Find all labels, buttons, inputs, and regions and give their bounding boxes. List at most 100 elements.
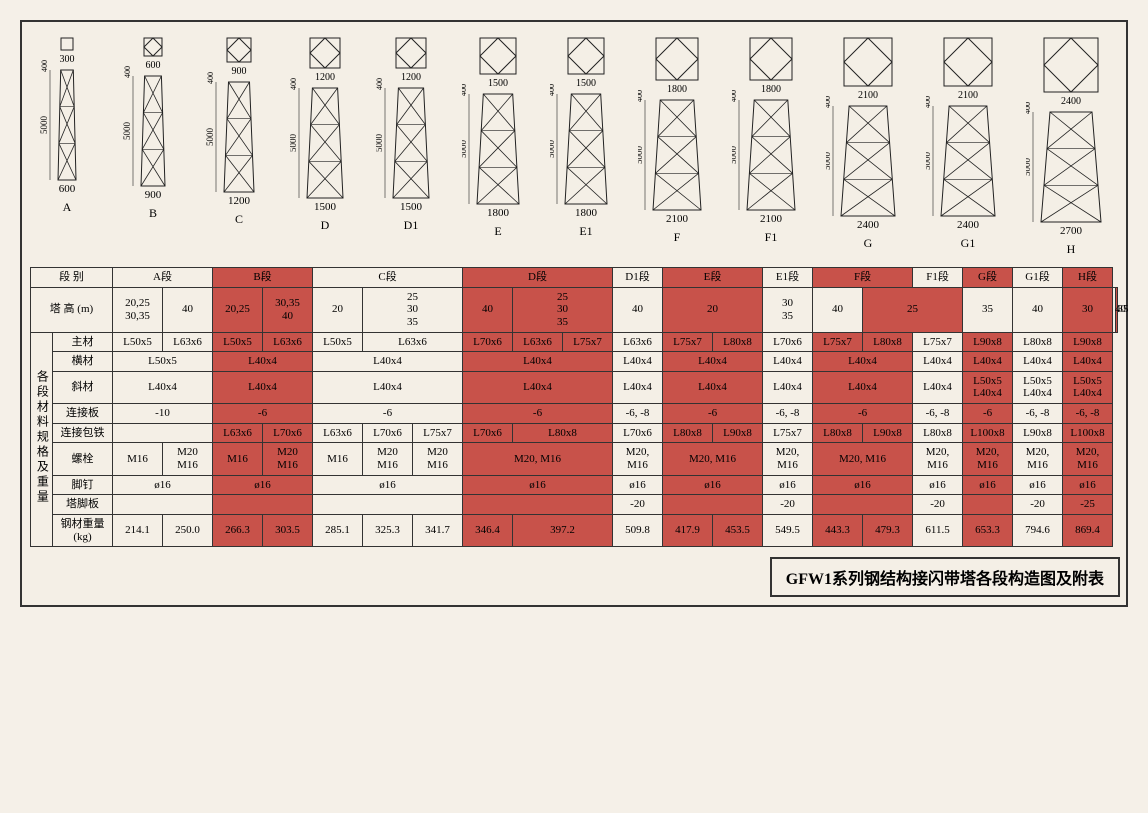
cell-斜材-E: L40x4 <box>663 371 763 403</box>
tower-figure-H: 2400 50004002700H <box>1026 34 1116 257</box>
cell-塔脚板-F <box>813 495 913 515</box>
tower-figures-row: 300 5000400600A600 5000400900B900 500040… <box>30 30 1118 261</box>
cell-连接包铁-E-1: L90x8 <box>713 423 763 443</box>
svg-text:1200: 1200 <box>315 72 335 83</box>
cell-连接板-F: -6 <box>813 404 913 424</box>
height-F1-1: 40 <box>1013 287 1063 332</box>
svg-text:5000: 5000 <box>732 146 738 165</box>
cell-主材-D1: L63x6 <box>613 332 663 352</box>
cell-连接包铁-D1: L70x6 <box>613 423 663 443</box>
row-label-6: 脚钉 <box>53 475 113 495</box>
row-label-2: 斜材 <box>53 371 113 403</box>
cell-钢材重量(kg)-A-1: 250.0 <box>163 514 213 546</box>
svg-text:900: 900 <box>232 66 247 77</box>
cell-脚钉-G1: ø16 <box>1013 475 1063 495</box>
cell-螺栓-C-1: M20 M16 <box>363 443 413 475</box>
cell-螺栓-G: M20, M16 <box>963 443 1013 475</box>
svg-text:2400: 2400 <box>857 219 880 231</box>
cell-斜材-H: L50x5 L40x4 <box>1063 371 1113 403</box>
cell-连接板-F1: -6, -8 <box>913 404 963 424</box>
svg-text:600: 600 <box>59 183 76 195</box>
svg-text:1200: 1200 <box>228 195 251 207</box>
svg-text:1800: 1800 <box>667 84 687 95</box>
cell-钢材重量(kg)-G: 653.3 <box>963 514 1013 546</box>
header-section-D1: D1段 <box>613 268 663 288</box>
cell-脚钉-D1: ø16 <box>613 475 663 495</box>
svg-text:400: 400 <box>1026 102 1032 114</box>
cell-螺栓-A-1: M20 M16 <box>163 443 213 475</box>
cell-连接包铁-C-0: L63x6 <box>313 423 363 443</box>
cell-连接包铁-E-0: L80x8 <box>663 423 713 443</box>
cell-钢材重量(kg)-F1: 611.5 <box>913 514 963 546</box>
row-label-3: 连接板 <box>53 404 113 424</box>
cell-横材-G1: L40x4 <box>1013 352 1063 372</box>
svg-text:400: 400 <box>926 96 932 108</box>
header-section-G: G段 <box>963 268 1013 288</box>
cell-连接包铁-F1: L80x8 <box>913 423 963 443</box>
cell-钢材重量(kg)-H: 869.4 <box>1063 514 1113 546</box>
material-group-label: 各段材料规格及重量 <box>31 332 53 547</box>
cell-塔脚板-C <box>313 495 463 515</box>
cell-连接包铁-C-1: L70x6 <box>363 423 413 443</box>
cell-塔脚板-G <box>963 495 1013 515</box>
cell-横材-D1: L40x4 <box>613 352 663 372</box>
cell-斜材-F1: L40x4 <box>913 371 963 403</box>
svg-text:5000: 5000 <box>550 140 556 159</box>
cell-横材-H: L40x4 <box>1063 352 1113 372</box>
cell-主材-G: L90x8 <box>963 332 1013 352</box>
svg-text:1500: 1500 <box>576 78 596 89</box>
cell-螺栓-B-1: M20 M16 <box>263 443 313 475</box>
svg-text:1500: 1500 <box>400 201 423 213</box>
header-section-E: E段 <box>663 268 763 288</box>
cell-脚钉-F: ø16 <box>813 475 913 495</box>
tower-figure-C: 900 50004001200C <box>204 34 274 257</box>
height-G: 30 <box>1063 287 1113 332</box>
cell-连接板-B: -6 <box>213 404 313 424</box>
svg-text:5000: 5000 <box>1026 158 1032 177</box>
cell-主材-F-1: L80x8 <box>863 332 913 352</box>
cell-钢材重量(kg)-B-0: 266.3 <box>213 514 263 546</box>
svg-text:5000: 5000 <box>462 140 468 159</box>
height-D1: 40 <box>613 287 663 332</box>
cell-连接包铁-B-0: L63x6 <box>213 423 263 443</box>
cell-主材-G1: L80x8 <box>1013 332 1063 352</box>
cell-钢材重量(kg)-A-0: 214.1 <box>113 514 163 546</box>
svg-text:1500: 1500 <box>488 78 508 89</box>
cell-主材-A-0: L50x5 <box>113 332 163 352</box>
page-title: GFW1系列钢结构接闪带塔各段构造图及附表 <box>770 557 1120 597</box>
svg-text:400: 400 <box>732 90 738 102</box>
height-D-1: 25 30 35 <box>513 287 613 332</box>
row-label-5: 螺栓 <box>53 443 113 475</box>
svg-text:5000: 5000 <box>205 128 215 147</box>
svg-text:400: 400 <box>40 60 49 72</box>
cell-螺栓-E1: M20, M16 <box>763 443 813 475</box>
svg-text:400: 400 <box>376 78 384 90</box>
cell-塔脚板-G1: -20 <box>1013 495 1063 515</box>
cell-主材-C-0: L50x5 <box>313 332 363 352</box>
svg-text:400: 400 <box>638 90 644 102</box>
cell-脚钉-C: ø16 <box>313 475 463 495</box>
cell-斜材-A: L40x4 <box>113 371 213 403</box>
cell-塔脚板-D <box>463 495 613 515</box>
svg-text:400: 400 <box>550 84 556 96</box>
cell-钢材重量(kg)-C-1: 325.3 <box>363 514 413 546</box>
cell-斜材-G: L50x5 L40x4 <box>963 371 1013 403</box>
cell-连接板-E: -6 <box>663 404 763 424</box>
tower-figure-D1: 1200 50004001500D1 <box>376 34 446 257</box>
cell-斜材-G1: L50x5 L40x4 <box>1013 371 1063 403</box>
svg-text:1500: 1500 <box>314 201 337 213</box>
cell-脚钉-H: ø16 <box>1063 475 1113 495</box>
cell-斜材-D1: L40x4 <box>613 371 663 403</box>
header-section-G1: G1段 <box>1013 268 1063 288</box>
svg-text:2400: 2400 <box>957 219 980 231</box>
cell-塔脚板-D1: -20 <box>613 495 663 515</box>
svg-text:5000: 5000 <box>290 134 298 153</box>
cell-主材-D-0: L70x6 <box>463 332 513 352</box>
svg-text:2100: 2100 <box>958 90 978 101</box>
svg-text:2100: 2100 <box>666 213 689 225</box>
svg-text:1800: 1800 <box>761 84 781 95</box>
cell-横材-C: L40x4 <box>313 352 463 372</box>
cell-钢材重量(kg)-F-0: 443.3 <box>813 514 863 546</box>
cell-连接包铁-G1: L90x8 <box>1013 423 1063 443</box>
tower-figure-E: 1500 50004001800E <box>462 34 534 257</box>
